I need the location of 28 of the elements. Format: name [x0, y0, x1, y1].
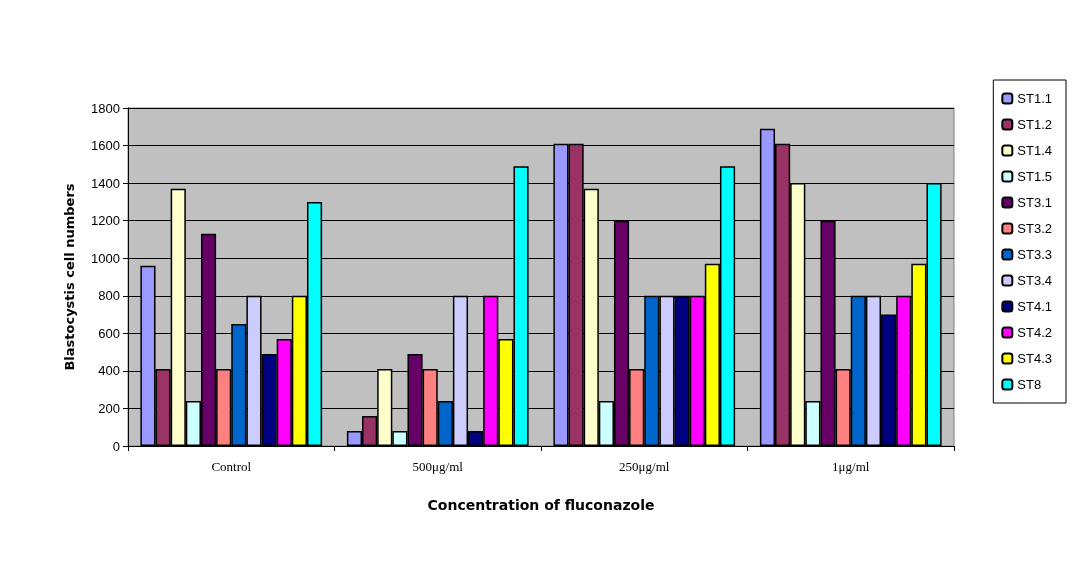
- y-tick-label: 0: [112, 438, 120, 454]
- x-tick-label: 500μg/ml: [412, 459, 464, 474]
- y-tick-label: 1600: [91, 138, 120, 154]
- legend-label: ST4.2: [1017, 325, 1052, 340]
- legend-label: ST1.2: [1017, 117, 1052, 132]
- y-tick-label: 800: [98, 288, 120, 304]
- legend-label: ST4.3: [1017, 351, 1052, 366]
- legend-label: ST3.1: [1017, 195, 1052, 210]
- x-tick-label: 250μg/ml: [619, 459, 670, 474]
- y-tick-label: 1800: [91, 100, 120, 116]
- x-tick-label: Control: [211, 459, 252, 474]
- legend-label: ST8: [1017, 377, 1042, 392]
- legend-label: ST3.2: [1017, 221, 1052, 236]
- y-axis-title: Blastocystis cell numbers: [62, 183, 77, 371]
- legend-label: ST4.1: [1017, 299, 1052, 314]
- y-tick-label: 1400: [91, 175, 120, 191]
- y-tick-label: 1000: [91, 250, 120, 266]
- legend-label: ST1.1: [1017, 91, 1052, 106]
- legend-label: ST1.4: [1017, 143, 1052, 158]
- y-tick-label: 1200: [91, 213, 120, 229]
- legend-label: ST3.4: [1017, 273, 1052, 288]
- legend-label: ST1.5: [1017, 169, 1052, 184]
- y-tick-label: 400: [98, 363, 120, 379]
- y-tick-label: 200: [98, 400, 120, 416]
- x-axis-title: Concentration of fluconazole: [427, 497, 655, 513]
- x-tick-label: 1μg/ml: [832, 459, 870, 474]
- legend-label: ST3.3: [1017, 247, 1052, 262]
- y-tick-label: 600: [98, 325, 120, 341]
